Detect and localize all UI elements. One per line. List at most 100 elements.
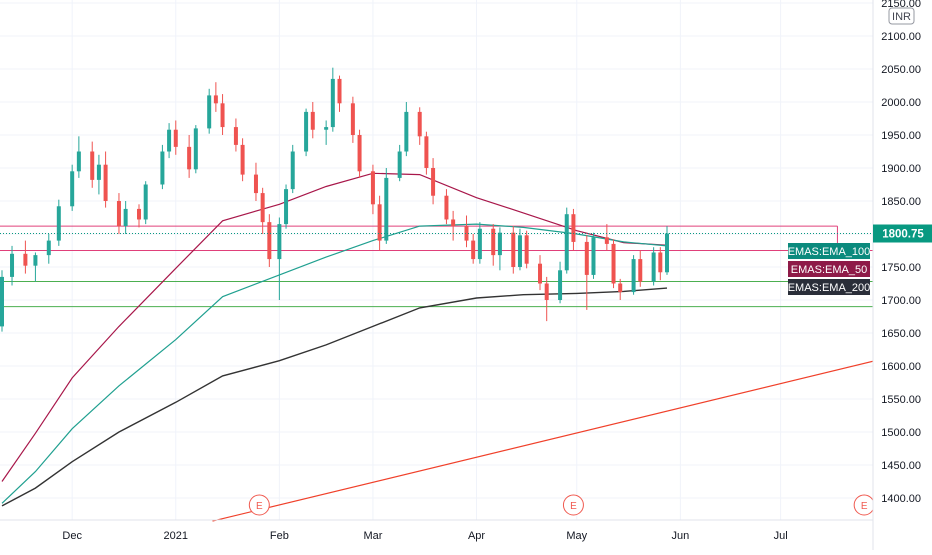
ema-line xyxy=(1,287,668,507)
candle-body xyxy=(524,235,529,264)
ema-line xyxy=(1,172,668,482)
candle-body xyxy=(638,259,643,282)
candle-body xyxy=(290,151,295,190)
price-tick-label: 1700.00 xyxy=(881,295,921,307)
candle-body xyxy=(96,164,101,180)
candle-body xyxy=(558,270,563,300)
price-axis[interactable]: 1400.00 1450.00 1500.00 1550.00 1600.00 1650.… xyxy=(872,0,932,550)
price-tick-label: 1750.00 xyxy=(881,262,921,274)
candle-body xyxy=(544,283,549,300)
price-tick-label: 2000.00 xyxy=(881,97,921,109)
price-tick-label: 1450.00 xyxy=(881,460,921,472)
time-tick-label: Jul xyxy=(774,530,788,542)
currency-label: INR xyxy=(892,11,911,23)
price-tick-label: 1650.00 xyxy=(881,328,921,340)
candle-body xyxy=(260,193,265,223)
candle-body xyxy=(220,103,225,128)
candle-body xyxy=(187,146,192,170)
candle-body xyxy=(33,255,38,266)
earnings-marker xyxy=(562,494,584,516)
candle-body xyxy=(173,129,178,147)
time-tick-label: Jun xyxy=(671,530,689,542)
grid-layer xyxy=(0,0,873,520)
candle-body xyxy=(471,240,476,260)
candle-body xyxy=(137,208,142,220)
candle-body xyxy=(23,253,28,266)
candle-body xyxy=(377,204,382,241)
candle-body xyxy=(46,240,51,256)
candle-body xyxy=(310,111,315,130)
candle-body xyxy=(517,235,522,267)
candle-body xyxy=(90,151,95,180)
candle-body xyxy=(284,189,289,225)
price-tick-label: 1500.00 xyxy=(881,427,921,439)
ema-legend-label: EMAS:EMA_50 xyxy=(791,264,867,276)
candle-body xyxy=(584,241,589,275)
ema-legend-label: EMAS:EMA_100 xyxy=(788,246,871,258)
time-axis[interactable]: Dec 2021 Feb Mar Apr May Jun Jul xyxy=(0,519,873,542)
candle-body xyxy=(277,224,282,260)
candle-body xyxy=(491,228,496,256)
candle-body xyxy=(658,252,663,273)
price-tick-label: 1400.00 xyxy=(881,493,921,505)
price-tick-label: 1600.00 xyxy=(881,361,921,373)
candle-body xyxy=(350,103,355,135)
candle-body xyxy=(160,151,165,185)
candle-body xyxy=(143,184,148,220)
candle-body xyxy=(233,127,238,145)
time-tick-label: 2021 xyxy=(164,530,188,542)
candle-body xyxy=(591,237,596,275)
ema-legend-label: EMAS:EMA_200 xyxy=(788,282,871,294)
price-tick-label: 1550.00 xyxy=(881,394,921,406)
candle-body xyxy=(76,151,81,172)
candle-body xyxy=(538,263,543,284)
earnings-marker-label: E xyxy=(861,501,868,512)
candles xyxy=(0,67,669,332)
earnings-marker-label: E xyxy=(256,501,263,512)
candle-body xyxy=(304,111,309,152)
trend-line xyxy=(212,355,895,522)
currency-badge[interactable] xyxy=(888,7,915,25)
price-tick-label: 2100.00 xyxy=(881,31,921,43)
candle-body xyxy=(193,128,198,170)
candle-body xyxy=(0,276,4,327)
candle-body xyxy=(404,111,409,152)
candle-body xyxy=(424,136,429,168)
candle-body xyxy=(123,208,128,227)
candle-body xyxy=(330,78,335,128)
candle-body xyxy=(477,228,482,260)
candle-body xyxy=(611,243,616,284)
candle-body xyxy=(337,78,342,104)
ema-legend-tag xyxy=(788,279,870,295)
candle-body xyxy=(324,127,329,130)
price-tick-label: 1950.00 xyxy=(881,130,921,142)
candle-body xyxy=(370,171,375,205)
candle-body xyxy=(397,151,402,178)
candle-body xyxy=(571,214,576,242)
candle-body xyxy=(451,219,456,227)
horizontal-lines xyxy=(0,225,873,308)
time-tick-label: Dec xyxy=(62,530,82,542)
time-tick-label: Feb xyxy=(270,530,289,542)
ema-line xyxy=(1,223,668,504)
candle-body xyxy=(267,222,272,260)
candle-body xyxy=(167,129,172,152)
last-price-label: 1800.75 xyxy=(882,229,924,241)
candle-body xyxy=(213,95,218,104)
time-tick-label: Mar xyxy=(363,530,382,542)
candle-body xyxy=(618,283,623,293)
time-tick-label: Apr xyxy=(468,530,485,542)
candle-body xyxy=(207,95,212,129)
candle-body xyxy=(564,214,569,271)
candle-body xyxy=(665,233,669,273)
candle-body xyxy=(417,111,422,137)
candle-body xyxy=(651,252,656,282)
candle-body xyxy=(56,206,61,241)
candle-body xyxy=(464,226,469,241)
last-price-box xyxy=(873,224,932,243)
candle-body xyxy=(103,164,108,201)
candle-body xyxy=(240,144,245,175)
